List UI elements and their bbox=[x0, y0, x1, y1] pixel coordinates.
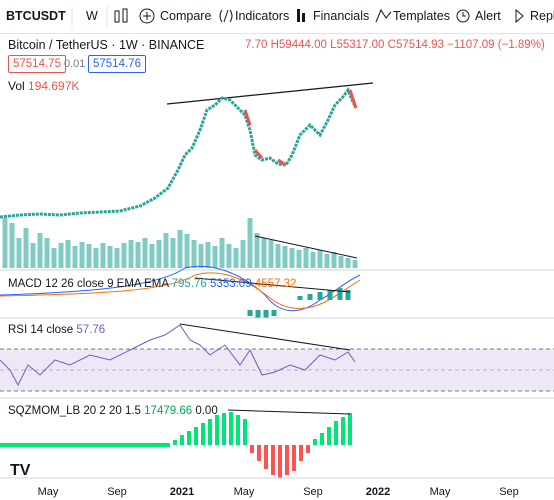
sqzmom-value: 17479.66 bbox=[144, 405, 193, 417]
close: C57514.93 bbox=[387, 39, 444, 51]
alert-button[interactable]: Alert bbox=[475, 9, 501, 23]
buy-price[interactable]: 57514.76 bbox=[88, 55, 146, 73]
financials-button[interactable]: Financials bbox=[313, 9, 370, 23]
toolbar: BTCUSDT W Compare Indicators Financials … bbox=[0, 0, 554, 34]
x-label: May bbox=[429, 486, 451, 498]
toolbar-icons bbox=[71, 6, 524, 27]
legend: Bitcoin / TetherUS · 1W · BINANCE bbox=[8, 38, 205, 52]
rsi-legend: RSI 14 close 57.76 bbox=[8, 324, 105, 336]
sqzmom-legend: SQZMOM_LB 20 2 20 1.5 17479.66 0.00 bbox=[8, 405, 218, 417]
ohlc: 7.70 H59444.00 L55317.00 C57514.93 −1107… bbox=[245, 39, 545, 51]
x-label: Sep bbox=[303, 486, 323, 498]
pair: Bitcoin / TetherUS bbox=[8, 38, 108, 52]
macd-label: MACD 12 26 close 9 EMA EMA bbox=[8, 278, 169, 290]
high: H59444.00 bbox=[270, 39, 327, 51]
sqzmom-zero: 0.00 bbox=[195, 405, 218, 417]
x-label: Sep bbox=[499, 486, 519, 498]
volume-legend: Vol 194.697K bbox=[8, 79, 79, 93]
macd-legend: MACD 12 26 close 9 EMA EMA 795.76 5353.0… bbox=[8, 278, 296, 290]
volume-label: Vol bbox=[8, 79, 25, 93]
low: L55317.00 bbox=[330, 39, 385, 51]
templates-button[interactable]: Templates bbox=[393, 9, 450, 23]
open: 7.70 bbox=[245, 39, 268, 51]
macd-line: 5353.09 bbox=[210, 278, 252, 290]
compare-button[interactable]: Compare bbox=[160, 9, 212, 23]
sqzmom-label: SQZMOM_LB 20 2 20 1.5 bbox=[8, 405, 141, 417]
rsi-value: 57.76 bbox=[76, 324, 106, 336]
timeframe: 1W bbox=[118, 38, 138, 52]
replay-button[interactable]: Repl bbox=[530, 9, 554, 23]
macd-signal: 4557.32 bbox=[254, 278, 297, 290]
macd-histogram: 795.76 bbox=[171, 278, 207, 290]
x-label: May bbox=[37, 486, 59, 498]
symbol[interactable]: BTCUSDT bbox=[6, 9, 66, 23]
volume-value: 194.697K bbox=[28, 79, 80, 93]
rsi-label: RSI 14 close bbox=[8, 324, 74, 336]
x-label: 2022 bbox=[365, 486, 391, 498]
x-label: May bbox=[233, 486, 255, 498]
change: −1107.09 (−1.89%) bbox=[447, 39, 545, 51]
svg-text:TV: TV bbox=[10, 462, 31, 479]
chart-area: TV bbox=[0, 82, 554, 479]
x-label: Sep bbox=[107, 486, 127, 498]
sell-price[interactable]: 57514.75 bbox=[8, 55, 66, 73]
spread: 0.01 bbox=[64, 58, 86, 70]
interval[interactable]: W bbox=[86, 9, 98, 23]
x-label: 2021 bbox=[169, 486, 195, 498]
exchange: BINANCE bbox=[148, 38, 205, 52]
indicators-button[interactable]: Indicators bbox=[235, 9, 290, 23]
